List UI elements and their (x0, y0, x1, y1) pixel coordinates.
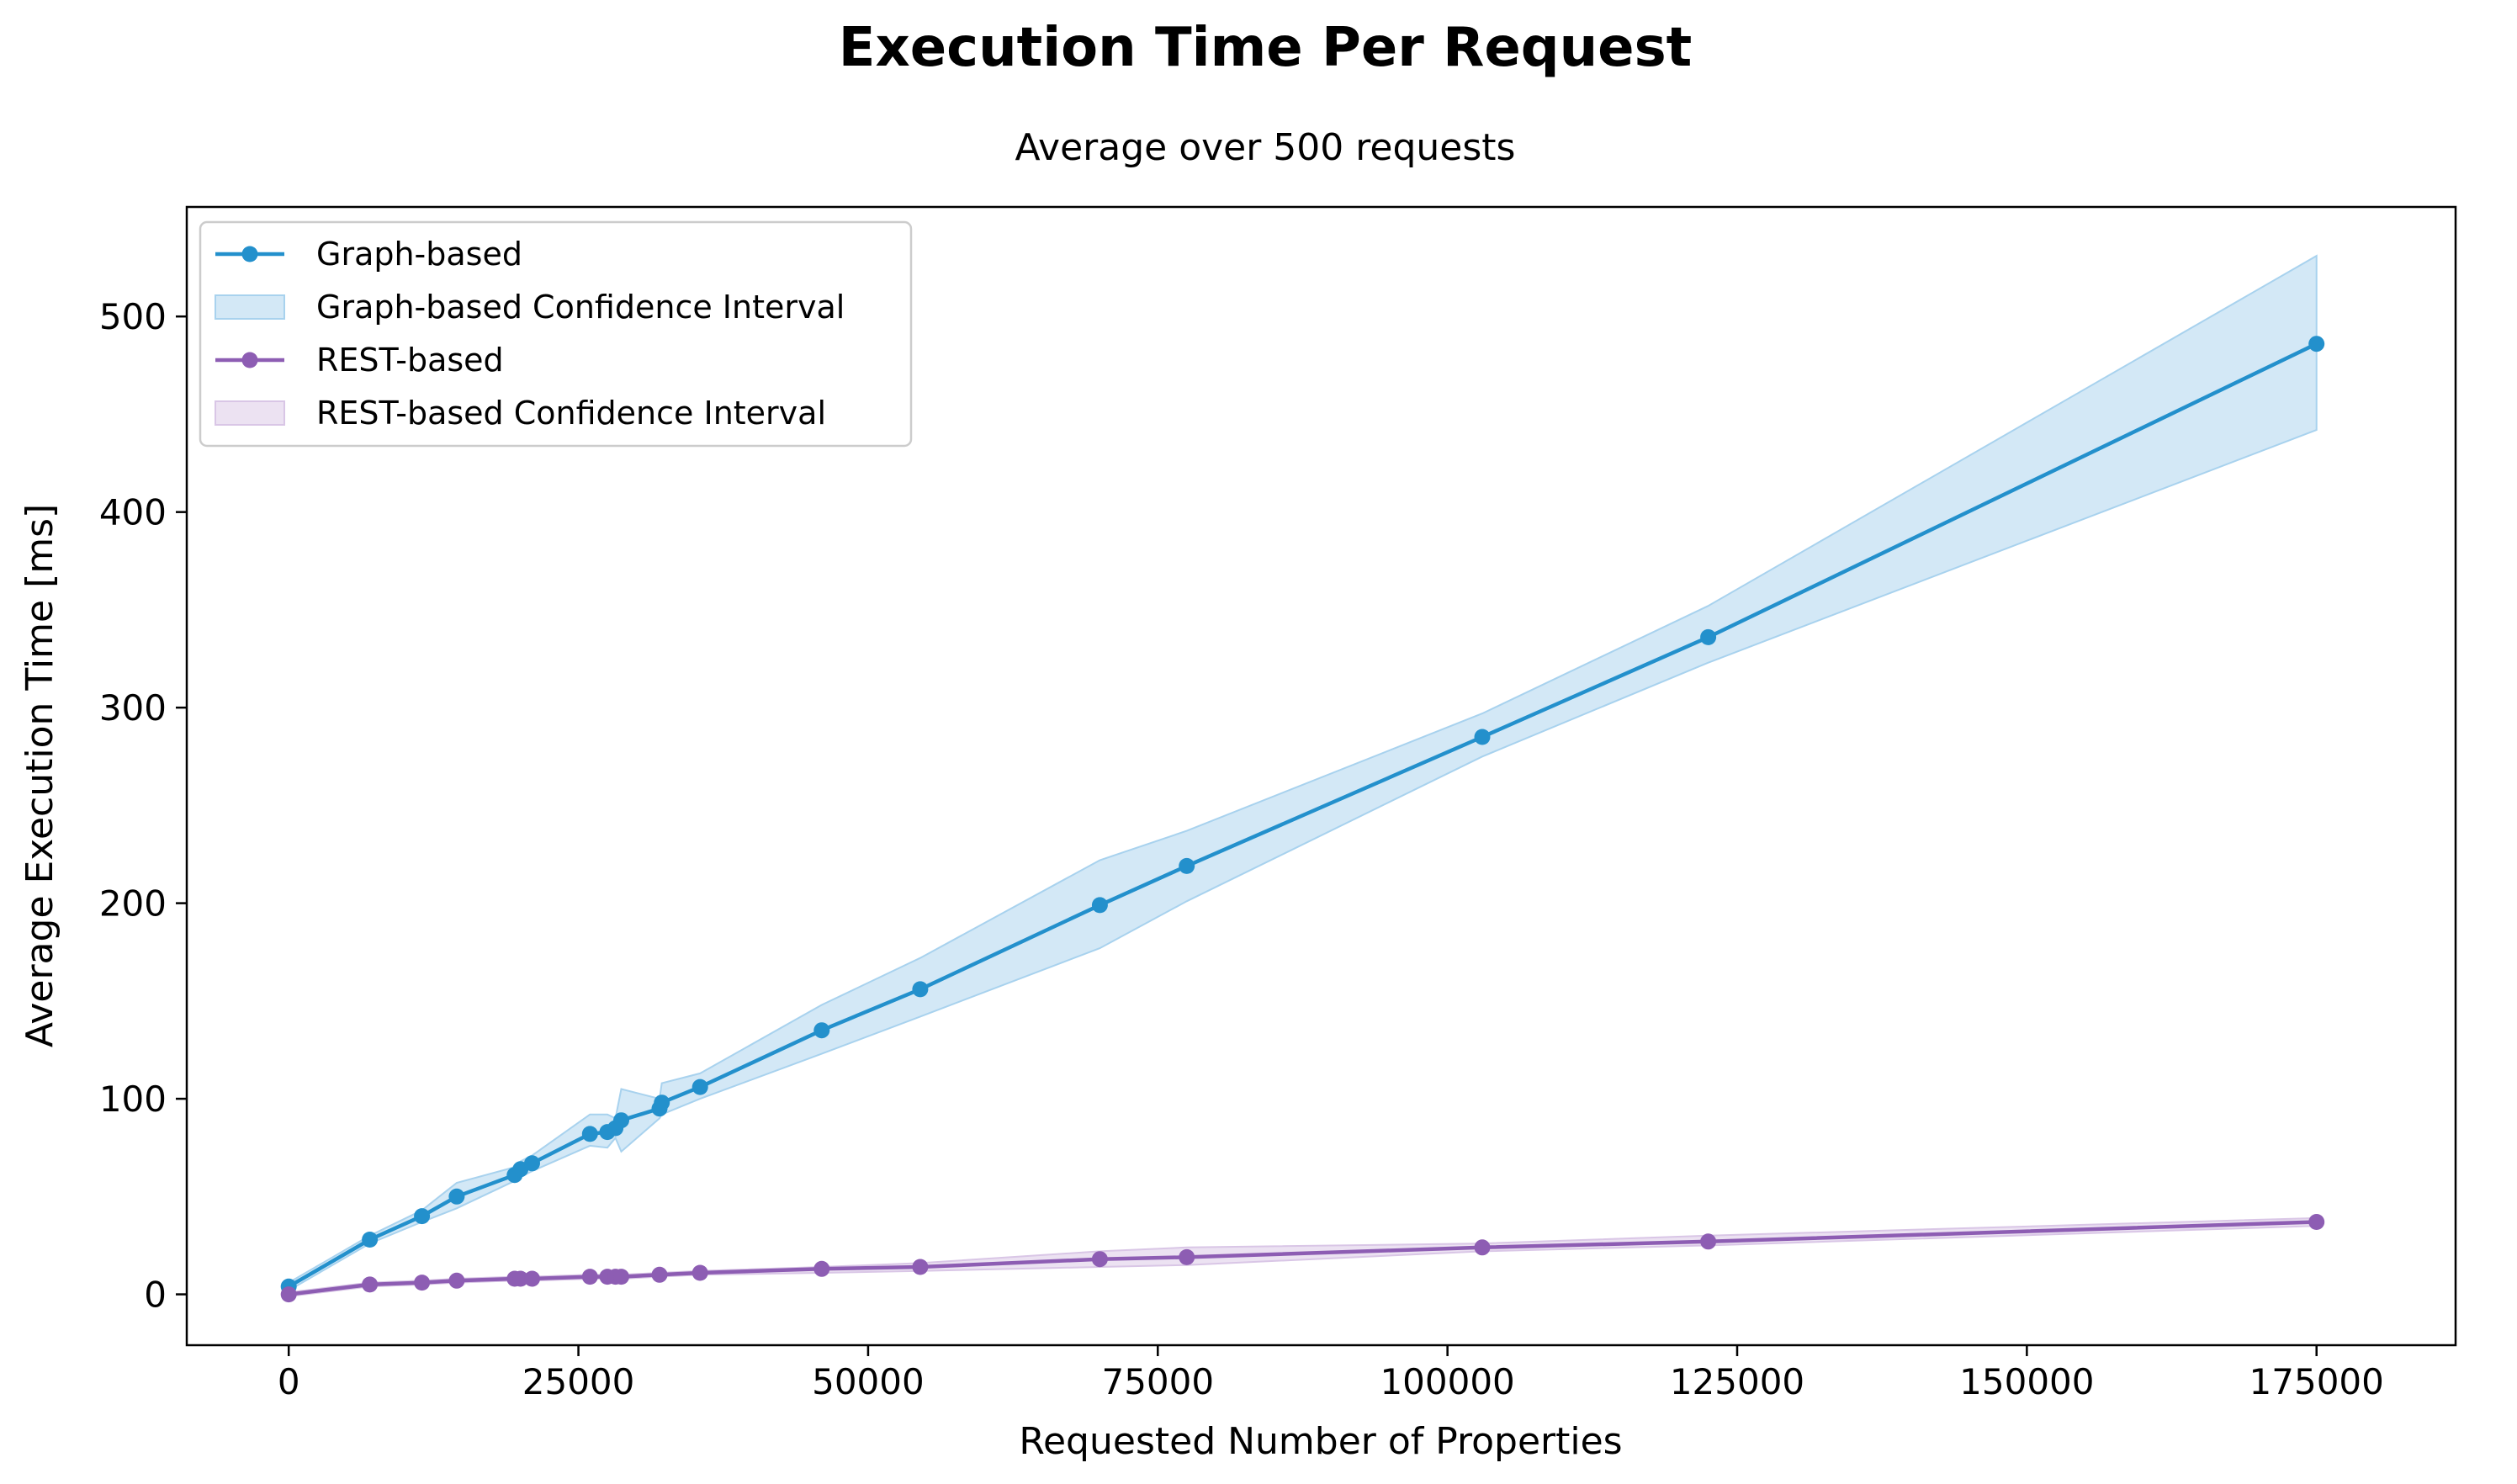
legend-marker-graph-based (241, 246, 258, 262)
y-tick-label: 0 (144, 1275, 167, 1316)
rest-based-point (414, 1275, 431, 1291)
x-tick-label: 0 (278, 1361, 300, 1402)
rest-based-point (362, 1276, 379, 1293)
graph-based-point (362, 1232, 379, 1248)
graph-based-point (581, 1126, 598, 1142)
series-points (280, 336, 2325, 1303)
x-tick-label: 150000 (1959, 1361, 2094, 1402)
y-tick-label: 300 (99, 687, 167, 729)
rest-based-point (1474, 1239, 1491, 1256)
graph-based-point (912, 981, 929, 998)
x-tick-label: 175000 (2249, 1361, 2384, 1402)
y-axis-ticks: 0 100 200 300 400 500 (99, 296, 187, 1316)
graph-based-point (448, 1188, 465, 1205)
y-tick-label: 400 (99, 492, 167, 533)
rest-based-point (2308, 1214, 2325, 1230)
legend-swatch-graph-based-confidence-interval (215, 294, 285, 320)
x-tick-label: 100000 (1380, 1361, 1514, 1402)
y-tick-label: 100 (99, 1079, 167, 1120)
graph-based-point (2308, 336, 2325, 352)
rest-based-point (581, 1269, 598, 1285)
x-tick-label: 125000 (1670, 1361, 1804, 1402)
rest-based-point (613, 1269, 629, 1285)
legend-swatch-rest-based-confidence-interval (215, 400, 285, 426)
graph-based-point (1091, 897, 1108, 914)
legend-marker-rest-based (241, 352, 258, 368)
rest-based-point (651, 1266, 668, 1283)
graph-based-point (1700, 628, 1717, 645)
y-axis-label: Average Execution Time [ms] (19, 504, 61, 1047)
legend-label-rest-based-confidence-interval: REST-based Confidence Interval (316, 395, 826, 432)
rest-based-point (448, 1272, 465, 1289)
y-tick-label: 500 (99, 296, 167, 337)
legend-label-rest-based: REST-based (316, 342, 504, 379)
rest-based-point (524, 1270, 540, 1287)
legend-box (199, 220, 913, 448)
chart-title: Execution Time Per Request (839, 17, 1693, 79)
graph-based-point (813, 1022, 830, 1039)
x-axis-label: Requested Number of Properties (1019, 1420, 1622, 1463)
x-axis-ticks: 0 25000 50000 75000 100000 125000 150000 175000 (278, 1345, 2384, 1402)
y-tick-label: 200 (99, 883, 167, 925)
chart-subtitle: Average over 500 requests (1015, 126, 1516, 169)
rest-based-point (512, 1270, 529, 1287)
legend: Graph-based Graph-based Confidence Interv… (199, 220, 913, 448)
graph-based-point (692, 1079, 708, 1095)
legend-label-graph-based-confidence-interval: Graph-based Confidence Interval (316, 289, 845, 326)
graph-based-point (613, 1112, 629, 1129)
graph-based-point (1179, 857, 1195, 874)
legend-label-graph-based: Graph-based (316, 236, 522, 273)
rest-based-point (692, 1264, 708, 1281)
rest-based-point (813, 1260, 830, 1277)
rest-based-point (1091, 1251, 1108, 1268)
x-tick-label: 25000 (522, 1361, 635, 1402)
rest-based-point (1179, 1248, 1195, 1265)
graph-based-point (654, 1094, 670, 1111)
rest-based-point (912, 1259, 929, 1275)
x-tick-label: 75000 (1101, 1361, 1214, 1402)
plot-frame (185, 205, 2457, 1347)
rest-based-confidence-band (288, 1216, 2318, 1298)
graph-based-point (1474, 729, 1491, 745)
graph-based-point (414, 1208, 431, 1225)
x-tick-label: 50000 (812, 1361, 925, 1402)
rest-based-point (1700, 1233, 1717, 1250)
graph-based-point (524, 1155, 540, 1172)
rest-based-point (280, 1286, 297, 1303)
